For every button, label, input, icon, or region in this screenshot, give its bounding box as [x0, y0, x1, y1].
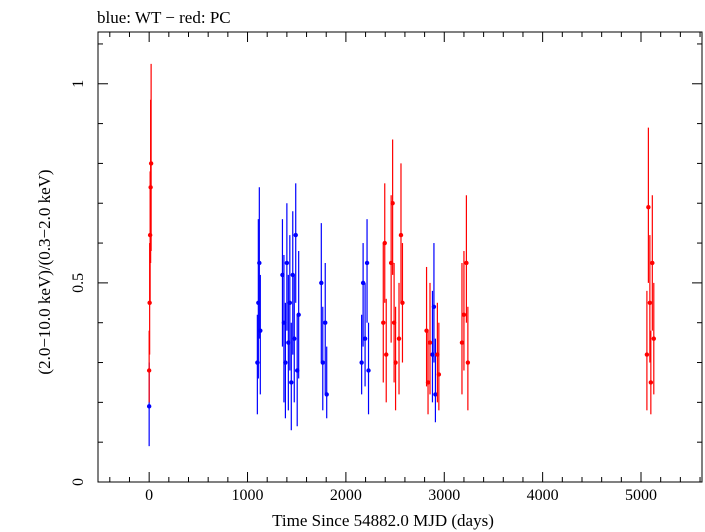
data-point [461, 312, 467, 317]
y-tick-label: 1 [70, 80, 87, 88]
data-point [384, 352, 389, 357]
data-point [382, 240, 387, 246]
data-point [398, 232, 404, 238]
data-point [646, 205, 651, 210]
x-axis-label: Time Since 54882.0 MJD (days) [272, 511, 494, 530]
x-tick-label: 3000 [428, 487, 460, 504]
data-point [293, 232, 298, 238]
data-point [146, 404, 152, 409]
data-point [283, 360, 288, 365]
data-point [427, 340, 433, 345]
data-point [284, 260, 290, 266]
data-point [360, 280, 366, 286]
data-point [651, 336, 656, 341]
data-point [465, 360, 471, 365]
chart-title: blue: WT − red: PC [97, 8, 231, 27]
data-point [464, 260, 469, 266]
data-point [459, 340, 465, 345]
data-point [366, 368, 371, 373]
data-point [324, 392, 329, 397]
data-point [287, 300, 293, 305]
data-point [258, 328, 263, 333]
data-point [257, 260, 262, 266]
axis-tick-labels: 0 1000 2000 3000 4000 5000 0 0.5 1 [70, 80, 657, 504]
y-tick-label: 0 [70, 478, 87, 486]
data-point [381, 320, 386, 325]
data-point [292, 336, 297, 341]
x-tick-label: 4000 [527, 487, 559, 504]
data-point [148, 161, 154, 166]
data-point [433, 392, 438, 397]
data-point [319, 280, 324, 286]
data-point [296, 312, 301, 317]
axis-ticks [98, 32, 702, 483]
data-point [436, 372, 442, 377]
x-tick-label: 5000 [625, 487, 657, 504]
data-point [320, 360, 325, 365]
data-point [359, 360, 364, 365]
data-point [390, 201, 395, 206]
x-tick-label: 0 [145, 487, 153, 504]
data-point [431, 304, 437, 309]
plot-frame [97, 31, 703, 483]
data-point [396, 336, 402, 341]
data-point [364, 260, 370, 266]
y-axis-label: (2.0−10.0 keV)/(0.3−2.0 keV) [35, 169, 54, 374]
x-tick-label: 1000 [232, 487, 264, 504]
series-wt [146, 183, 438, 447]
data-point [146, 368, 152, 373]
data-point [362, 336, 368, 341]
x-tick-label: 2000 [330, 487, 362, 504]
data-point [400, 300, 405, 305]
data-point [323, 320, 328, 325]
series-pc [146, 63, 656, 415]
series-layer [146, 63, 656, 447]
data-point [393, 360, 398, 365]
data-point [425, 380, 431, 385]
data-point [647, 300, 653, 305]
data-point [650, 260, 655, 266]
data-point [648, 380, 654, 385]
data-point [644, 352, 650, 357]
data-point [289, 380, 294, 385]
y-tick-label: 0.5 [70, 273, 87, 293]
